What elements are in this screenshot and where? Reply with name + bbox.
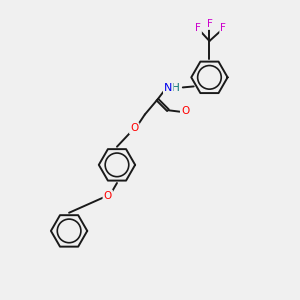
Text: O: O [130, 123, 138, 134]
Text: O: O [181, 106, 189, 116]
Text: O: O [103, 190, 112, 201]
Text: F: F [206, 19, 212, 29]
Text: F: F [195, 23, 201, 34]
Text: N: N [164, 83, 172, 93]
Text: H: H [172, 83, 179, 93]
Text: F: F [220, 23, 226, 34]
